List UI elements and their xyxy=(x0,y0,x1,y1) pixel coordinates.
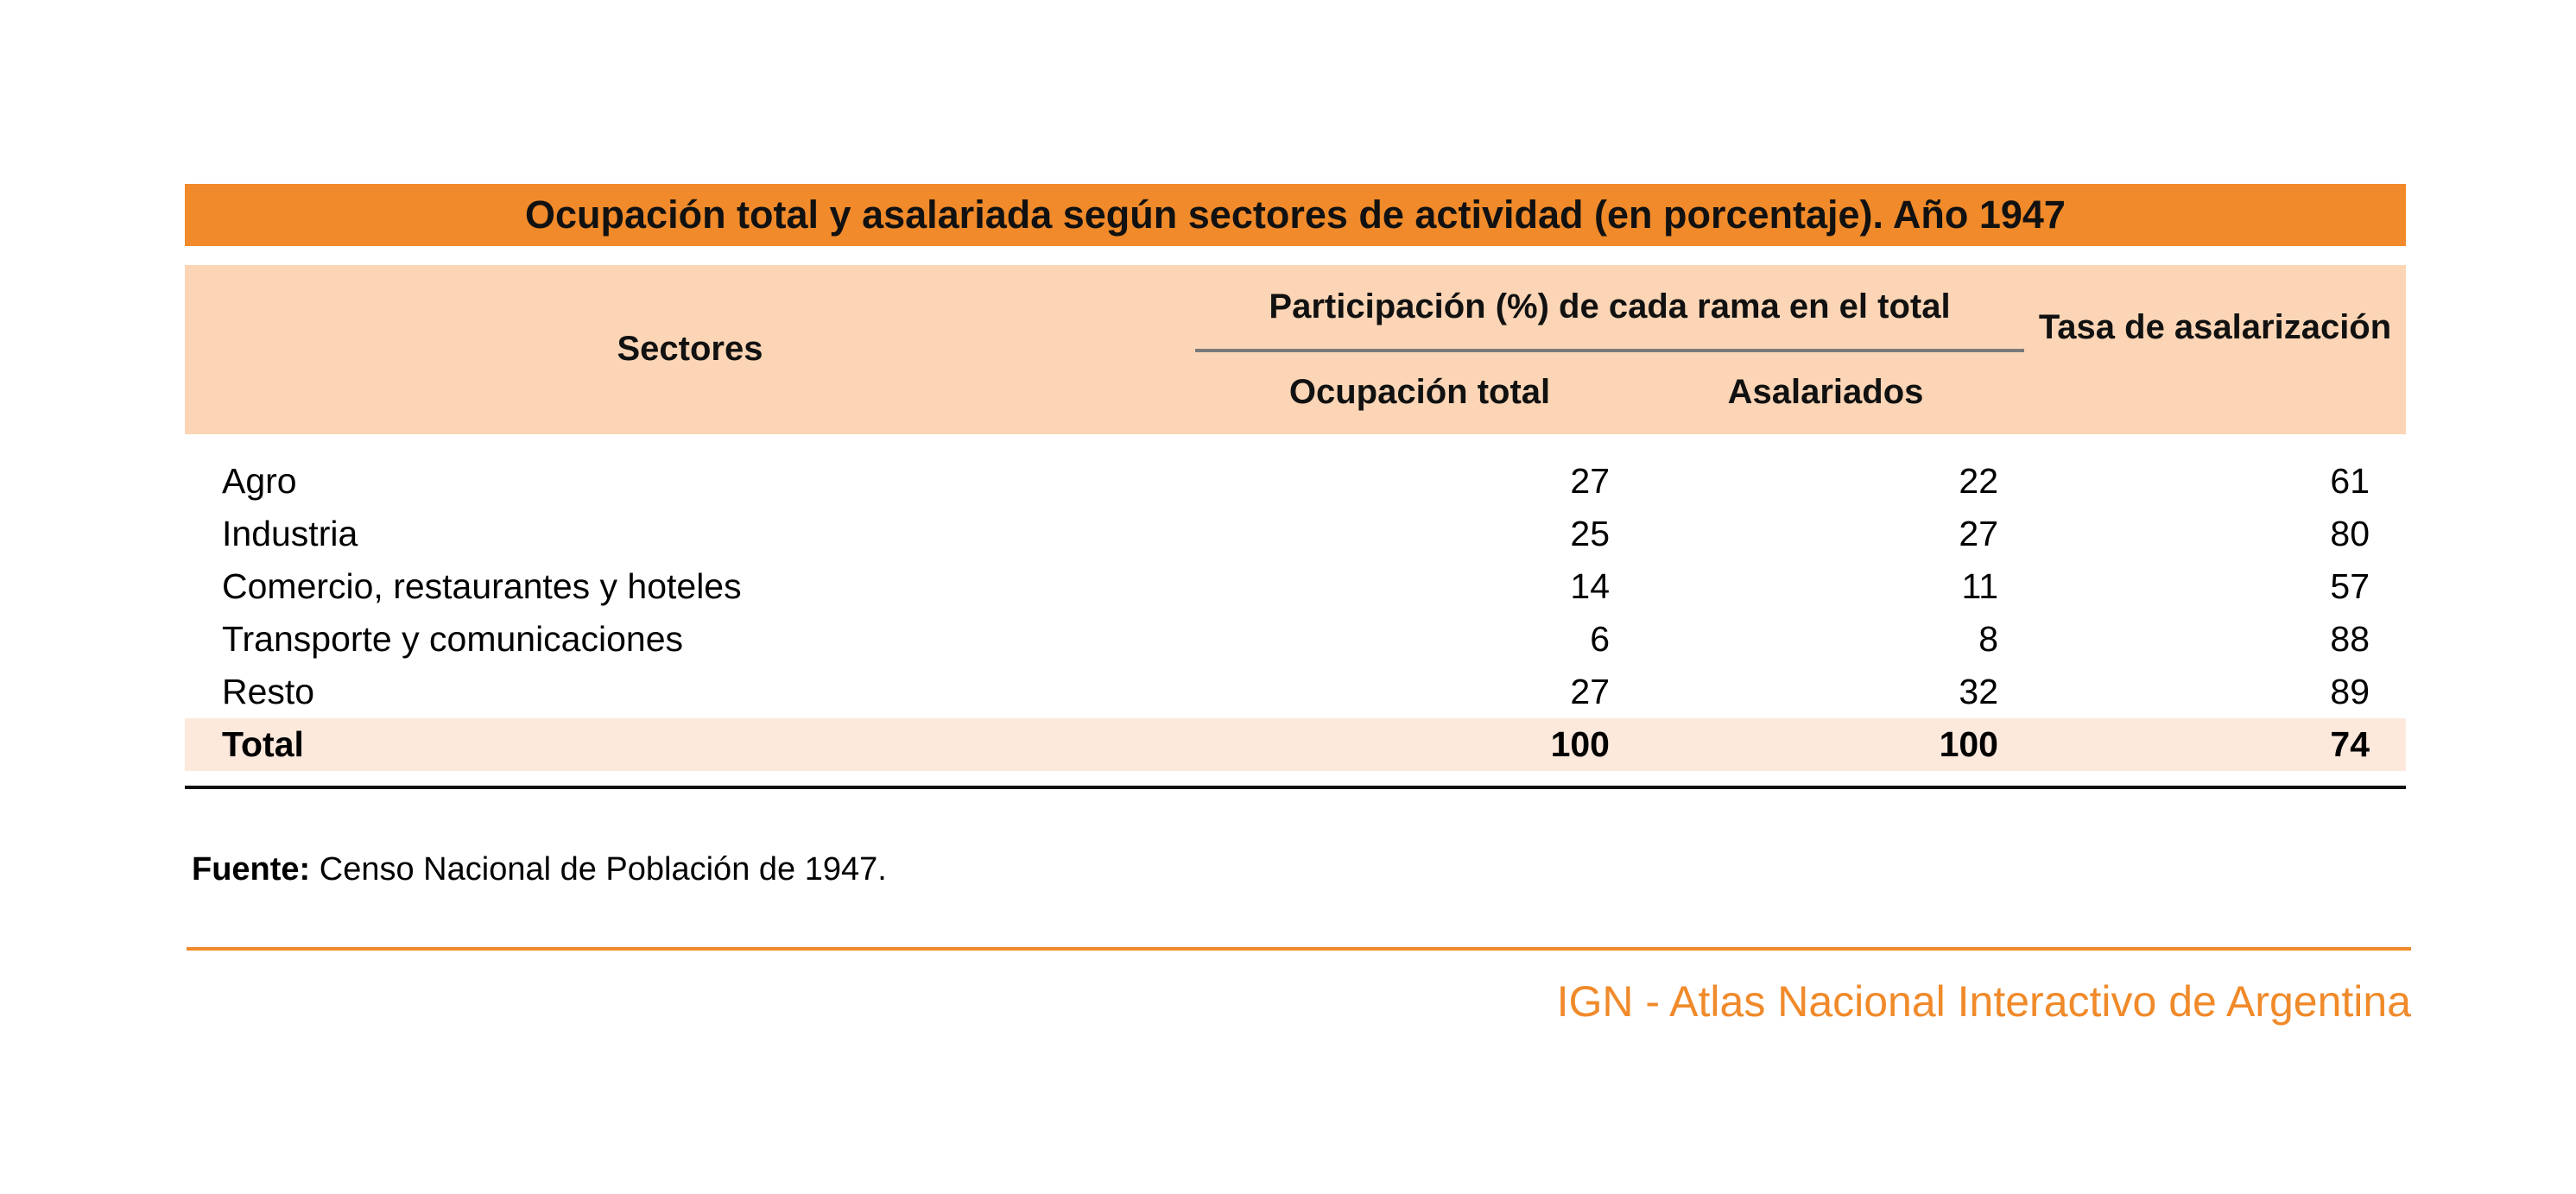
cell-sector: Comercio, restaurantes y hoteles xyxy=(222,566,742,606)
cell-total-label: Total xyxy=(222,724,304,764)
cell-sector: Transporte y comunicaciones xyxy=(222,619,684,659)
table-title: Ocupación total y asalariada según secto… xyxy=(525,193,2066,237)
header-asalariados: Asalariados xyxy=(1727,373,1924,411)
cell-asalariados: 8 xyxy=(1978,619,1998,659)
table-title-bar: Ocupación total y asalariada según secto… xyxy=(185,184,2406,246)
cell-sector: Resto xyxy=(222,672,315,711)
header-ocupacion-total: Ocupación total xyxy=(1288,373,1551,411)
table-row: Transporte y comunicaciones 6 8 88 xyxy=(185,613,2406,666)
cell-tasa: 61 xyxy=(2330,461,2370,501)
source-note: Fuente: Censo Nacional de Población de 1… xyxy=(192,851,887,888)
footer-divider xyxy=(187,947,2411,951)
header-tasa-asalarizacion: Tasa de asalarización xyxy=(2038,308,2392,346)
table-total-row: Total 100 100 74 xyxy=(185,718,2406,771)
header-sectores: Sectores xyxy=(617,330,763,368)
cell-tasa: 88 xyxy=(2330,619,2370,659)
cell-tasa: 89 xyxy=(2330,672,2370,711)
table-row: Resto 27 32 89 xyxy=(185,666,2406,718)
cell-tasa: 57 xyxy=(2330,566,2370,606)
footer-brand: IGN - Atlas Nacional Interactivo de Arge… xyxy=(1556,977,2411,1026)
cell-asalariados: 11 xyxy=(1961,566,1998,606)
cell-ocupacion: 25 xyxy=(1570,514,1610,553)
cell-total-ocupacion: 100 xyxy=(1550,724,1610,764)
cell-tasa: 80 xyxy=(2330,514,2370,553)
cell-sector: Industria xyxy=(222,514,358,553)
cell-asalariados: 27 xyxy=(1959,514,1998,553)
cell-ocupacion: 27 xyxy=(1570,461,1610,501)
cell-total-asalariados: 100 xyxy=(1939,724,1998,764)
source-label: Fuente: xyxy=(192,851,311,888)
cell-total-tasa: 74 xyxy=(2330,724,2370,764)
header-participacion-group: Participación (%) de cada rama en el tot… xyxy=(1269,287,1951,325)
table-body: Agro 27 22 61 Industria 25 27 80 Comerci… xyxy=(185,455,2406,771)
cell-ocupacion: 6 xyxy=(1590,619,1610,659)
table-row: Comercio, restaurantes y hoteles 14 11 5… xyxy=(185,560,2406,613)
table-bottom-rule xyxy=(185,786,2406,789)
cell-asalariados: 22 xyxy=(1959,461,1998,501)
cell-ocupacion: 27 xyxy=(1570,672,1610,711)
table-header: Sectores Participación (%) de cada rama … xyxy=(185,265,2406,434)
cell-ocupacion: 14 xyxy=(1570,566,1610,606)
table-row: Industria 25 27 80 xyxy=(185,508,2406,560)
cell-asalariados: 32 xyxy=(1959,672,1998,711)
table-row: Agro 27 22 61 xyxy=(185,455,2406,508)
cell-sector: Agro xyxy=(222,461,297,501)
header-group-divider xyxy=(1195,349,2024,352)
source-text: Censo Nacional de Población de 1947. xyxy=(310,851,887,888)
